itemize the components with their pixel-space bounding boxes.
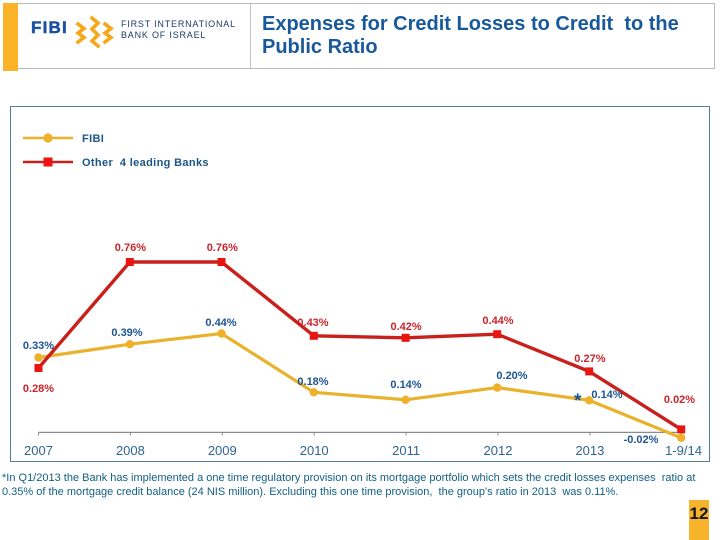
svg-text:0.39%: 0.39% xyxy=(111,327,142,339)
svg-text:2011: 2011 xyxy=(392,443,420,458)
svg-text:0.14%: 0.14% xyxy=(591,389,622,401)
svg-text:*: * xyxy=(574,391,582,412)
svg-text:0.44%: 0.44% xyxy=(482,315,513,327)
svg-text:2008: 2008 xyxy=(116,443,145,458)
svg-text:Other 4 leading Banks: Other 4 leading Banks xyxy=(82,157,209,169)
svg-text:0.20%: 0.20% xyxy=(496,370,527,382)
svg-text:0.14%: 0.14% xyxy=(390,379,421,391)
svg-text:2007: 2007 xyxy=(24,443,53,458)
svg-text:2010: 2010 xyxy=(300,443,329,458)
svg-text:2012: 2012 xyxy=(484,443,513,458)
svg-text:0.76%: 0.76% xyxy=(115,242,146,254)
svg-text:2009: 2009 xyxy=(208,443,237,458)
svg-text:0.33%: 0.33% xyxy=(23,340,54,352)
svg-text:0.02%: 0.02% xyxy=(664,394,695,406)
svg-text:FIBI: FIBI xyxy=(82,133,104,145)
svg-text:1-9/14: 1-9/14 xyxy=(665,443,702,458)
svg-text:0.42%: 0.42% xyxy=(390,321,421,333)
svg-text:0.18%: 0.18% xyxy=(297,376,328,388)
svg-text:-0.02%: -0.02% xyxy=(624,434,659,446)
svg-text:0.76%: 0.76% xyxy=(207,242,238,254)
svg-text:0.28%: 0.28% xyxy=(23,383,54,395)
svg-text:0.43%: 0.43% xyxy=(297,317,328,329)
svg-text:0.27%: 0.27% xyxy=(574,353,605,365)
svg-text:0.44%: 0.44% xyxy=(205,317,236,329)
svg-text:2013: 2013 xyxy=(575,443,604,458)
